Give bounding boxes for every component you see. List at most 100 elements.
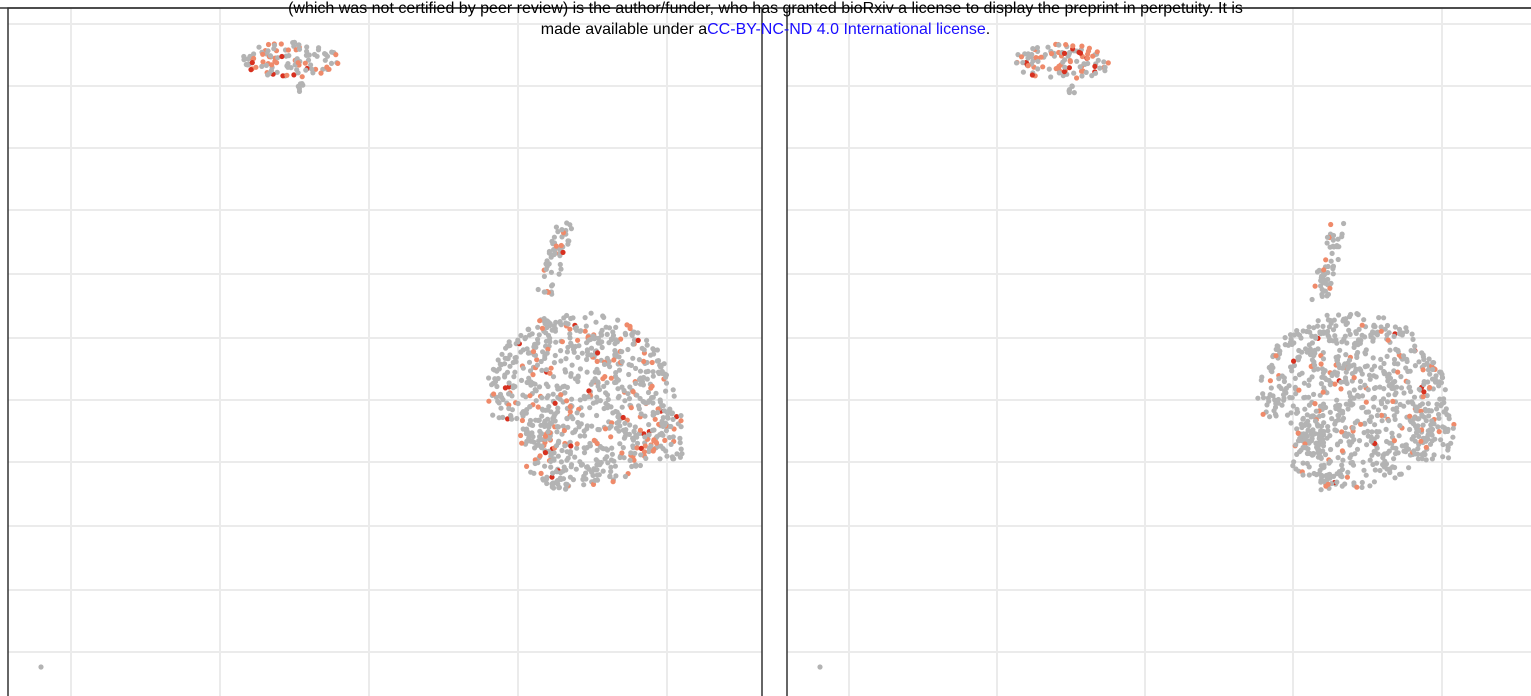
cell-point xyxy=(650,369,656,375)
cell-point xyxy=(564,398,570,404)
cell-point xyxy=(502,374,508,380)
cell-point xyxy=(551,234,558,240)
cell-point xyxy=(552,411,559,417)
cell-point xyxy=(1407,368,1413,374)
cell-point xyxy=(582,315,588,321)
cell-point xyxy=(1425,436,1431,442)
cell-point xyxy=(1294,328,1300,334)
cell-point xyxy=(650,409,656,415)
cell-point xyxy=(611,458,617,464)
cell-point xyxy=(668,423,674,430)
cell-point xyxy=(636,406,643,412)
cell-point xyxy=(1419,401,1425,407)
cell-point xyxy=(530,348,537,355)
cell-point xyxy=(1384,353,1390,359)
cell-point xyxy=(594,447,600,453)
cell-point xyxy=(1357,378,1364,384)
cell-point xyxy=(1377,384,1383,390)
cell-point xyxy=(589,423,595,429)
cell-point xyxy=(1327,458,1333,464)
cell-point xyxy=(633,365,639,371)
cell-point xyxy=(497,391,504,397)
cell-point xyxy=(1309,452,1315,458)
cell-point xyxy=(628,405,634,411)
cell-point xyxy=(616,367,623,373)
cell-point xyxy=(650,448,656,454)
cell-point xyxy=(642,443,648,449)
cell-point xyxy=(542,420,548,426)
cell-point xyxy=(1319,478,1325,484)
cell-point xyxy=(1282,335,1288,341)
cell-point xyxy=(1431,452,1437,458)
cell-point xyxy=(561,427,568,434)
cell-point xyxy=(588,352,594,358)
cell-point xyxy=(313,66,319,72)
cell-point xyxy=(1410,336,1416,342)
notice-text: made available under a xyxy=(540,21,708,38)
cell-point xyxy=(1339,234,1345,240)
cell-point xyxy=(1450,434,1456,440)
cell-point xyxy=(1276,376,1282,382)
cell-point xyxy=(1334,397,1340,403)
cell-point xyxy=(671,393,677,399)
cell-point xyxy=(557,261,563,268)
cell-point xyxy=(1316,442,1322,448)
cell-point xyxy=(1418,438,1424,444)
cell-point xyxy=(604,380,610,386)
cell-point xyxy=(610,479,616,485)
cell-point xyxy=(1320,448,1326,454)
cell-point xyxy=(590,481,597,487)
cell-point xyxy=(1320,401,1327,407)
cell-point xyxy=(1427,371,1433,377)
cell-point xyxy=(552,400,558,406)
cell-point xyxy=(533,344,539,350)
cell-point xyxy=(564,220,570,226)
license-link[interactable]: CC-BY-NC-ND 4.0 International license xyxy=(707,21,986,38)
cell-point xyxy=(1313,408,1319,414)
cell-point xyxy=(575,374,581,380)
cell-point xyxy=(1320,356,1327,362)
cell-point xyxy=(494,383,500,390)
cell-point xyxy=(1325,332,1331,338)
cell-point xyxy=(584,423,591,429)
cell-point xyxy=(817,664,823,670)
cell-point xyxy=(539,413,545,419)
cell-point xyxy=(1321,420,1327,426)
cell-point xyxy=(1309,374,1315,380)
cell-point xyxy=(1352,369,1358,375)
cell-point xyxy=(1421,389,1427,395)
cell-point xyxy=(578,328,584,334)
cell-point xyxy=(1426,356,1432,362)
cell-point xyxy=(1406,465,1412,471)
cell-point xyxy=(1367,483,1373,489)
cell-point xyxy=(548,365,554,371)
cell-point xyxy=(1440,441,1446,448)
cell-point xyxy=(1444,412,1450,418)
cell-point xyxy=(314,53,320,59)
cell-point xyxy=(1335,441,1341,447)
cell-point xyxy=(629,331,635,337)
cell-point xyxy=(1382,326,1388,332)
cell-point xyxy=(1339,429,1345,435)
cell-point xyxy=(1370,396,1376,402)
cell-point xyxy=(583,323,589,329)
cell-point xyxy=(1319,286,1325,293)
cell-point xyxy=(552,418,558,424)
cell-point xyxy=(1268,385,1274,391)
cell-point xyxy=(586,388,592,394)
cell-point xyxy=(541,289,547,295)
cell-point xyxy=(1401,403,1407,409)
cell-point xyxy=(1273,353,1279,359)
cell-point xyxy=(324,53,331,59)
cell-point xyxy=(1306,464,1312,470)
cell-point xyxy=(1066,65,1072,71)
cell-point xyxy=(564,449,570,455)
cell-point xyxy=(1331,244,1337,250)
cell-point xyxy=(674,414,680,420)
cell-point xyxy=(1436,415,1442,421)
cell-point xyxy=(1411,434,1417,440)
cell-point xyxy=(644,342,650,348)
cell-point xyxy=(1416,359,1422,365)
cell-point xyxy=(1439,374,1445,381)
cell-point xyxy=(1423,444,1429,450)
